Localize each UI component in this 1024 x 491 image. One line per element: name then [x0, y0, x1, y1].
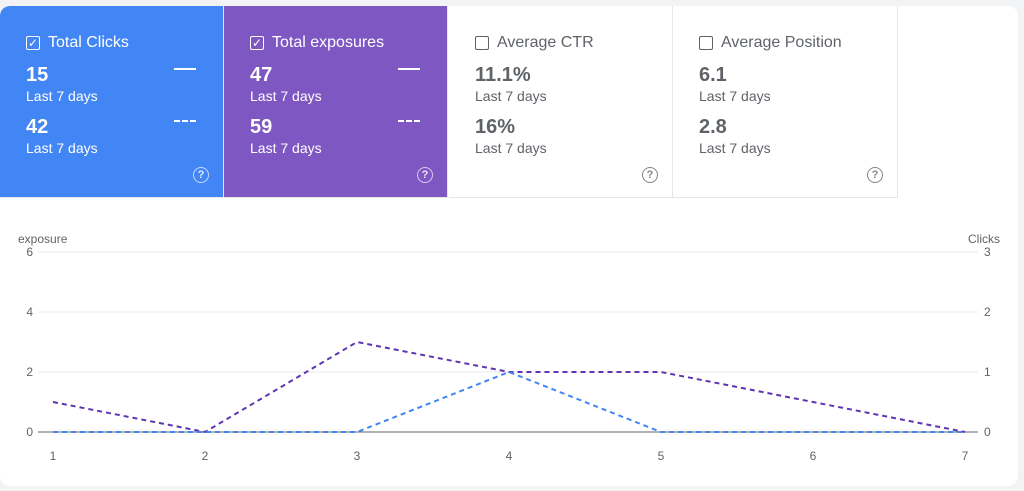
- y-right-tick-label: 3: [984, 245, 991, 259]
- secondary-subtitle: Last 7 days: [250, 140, 322, 156]
- line-chart: 0 2 4 6 0 1 2 3 1 2 3 4 5 6 7 exposure Clicks: [18, 232, 1000, 463]
- card-total-clicks[interactable]: ✓ Total Clicks 15 Last 7 days 42 Last 7 …: [0, 6, 224, 198]
- secondary-value: 16%: [475, 116, 516, 138]
- card-title: Total Clicks: [48, 34, 129, 51]
- x-tick-label: 1: [50, 449, 57, 463]
- primary-subtitle: Last 7 days: [699, 88, 771, 104]
- y-left-tick-label: 4: [26, 305, 33, 319]
- checkbox-checked-icon[interactable]: ✓: [250, 36, 264, 50]
- card-header[interactable]: Average Position: [699, 34, 842, 52]
- primary-subtitle: Last 7 days: [250, 88, 322, 104]
- checkbox-unchecked-icon[interactable]: [475, 36, 489, 50]
- primary-value: 47: [250, 64, 273, 86]
- x-tick-label: 7: [962, 449, 969, 463]
- y-left-tick-label: 6: [26, 245, 33, 259]
- secondary-value: 42: [26, 116, 49, 138]
- series-line-clicks: [53, 370, 965, 433]
- primary-value: 6.1: [699, 64, 727, 86]
- y-left-axis-label: exposure: [18, 232, 68, 246]
- dashed-line-legend-icon: [398, 120, 420, 122]
- y-left-tick-label: 2: [26, 365, 33, 379]
- performance-panel: ✓ Total Clicks 15 Last 7 days 42 Last 7 …: [0, 6, 1018, 486]
- checkbox-unchecked-icon[interactable]: [699, 36, 713, 50]
- card-header[interactable]: ✓ Total Clicks: [26, 34, 129, 52]
- dashed-line-legend-icon: [174, 120, 196, 122]
- y-right-tick-label: 2: [984, 305, 991, 319]
- y-right-tick-label: 1: [984, 365, 991, 379]
- help-icon[interactable]: ?: [193, 167, 209, 183]
- secondary-value: 59: [250, 116, 273, 138]
- metric-cards: ✓ Total Clicks 15 Last 7 days 42 Last 7 …: [0, 6, 898, 198]
- primary-value: 11.1%: [475, 64, 531, 86]
- secondary-subtitle: Last 7 days: [699, 140, 771, 156]
- solid-line-legend-icon: [398, 68, 420, 70]
- solid-line-legend-icon: [174, 68, 196, 70]
- card-header[interactable]: Average CTR: [475, 34, 594, 52]
- help-icon[interactable]: ?: [642, 167, 658, 183]
- y-right-axis-label: Clicks: [968, 232, 1000, 246]
- series-line-exposure: [52, 340, 966, 434]
- card-title: Average Position: [721, 34, 842, 51]
- secondary-subtitle: Last 7 days: [475, 140, 547, 156]
- card-title: Average CTR: [497, 34, 594, 51]
- card-average-position[interactable]: Average Position 6.1 Last 7 days 2.8 Las…: [673, 6, 898, 198]
- help-icon[interactable]: ?: [867, 167, 883, 183]
- checkbox-checked-icon[interactable]: ✓: [26, 36, 40, 50]
- secondary-value: 2.8: [699, 116, 727, 138]
- primary-subtitle: Last 7 days: [475, 88, 547, 104]
- card-average-ctr[interactable]: Average CTR 11.1% Last 7 days 16% Last 7…: [449, 6, 673, 198]
- x-tick-label: 6: [810, 449, 817, 463]
- x-tick-label: 4: [506, 449, 513, 463]
- help-icon[interactable]: ?: [417, 167, 433, 183]
- x-tick-label: 2: [202, 449, 209, 463]
- x-tick-label: 3: [354, 449, 361, 463]
- card-total-exposures[interactable]: ✓ Total exposures 47 Last 7 days 59 Last…: [224, 6, 448, 198]
- card-title: Total exposures: [272, 34, 385, 51]
- primary-subtitle: Last 7 days: [26, 88, 98, 104]
- y-left-tick-label: 0: [26, 425, 33, 439]
- secondary-subtitle: Last 7 days: [26, 140, 98, 156]
- primary-value: 15: [26, 64, 49, 86]
- x-tick-label: 5: [658, 449, 665, 463]
- y-right-tick-label: 0: [984, 425, 991, 439]
- card-header[interactable]: ✓ Total exposures: [250, 34, 384, 52]
